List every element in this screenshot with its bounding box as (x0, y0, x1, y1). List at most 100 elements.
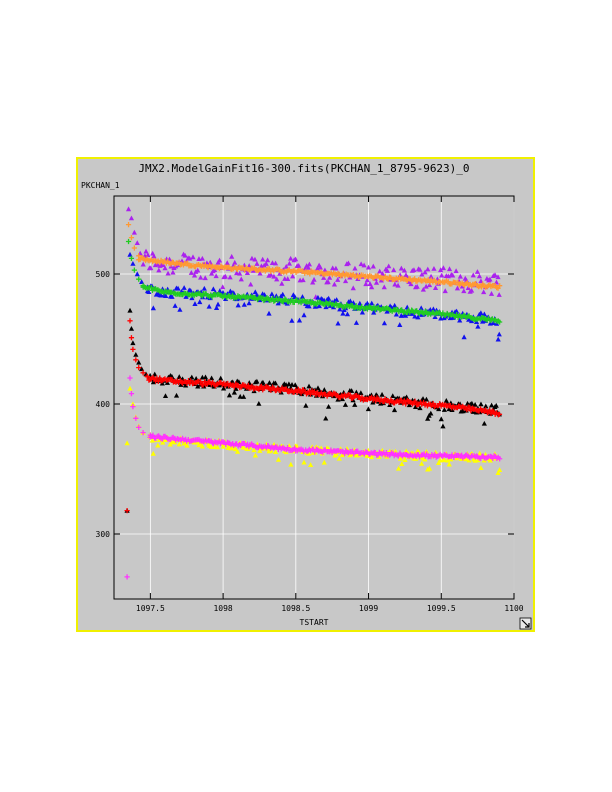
triangle-point (450, 315, 456, 320)
triangle-point (419, 271, 425, 277)
triangle-point (301, 312, 307, 318)
triangle-point (222, 273, 228, 279)
triangle-point (197, 299, 203, 305)
triangle-point (370, 263, 376, 269)
triangle-point (128, 326, 135, 331)
triangle-point (187, 255, 193, 261)
triangle-point (441, 457, 448, 463)
triangle-point (235, 302, 241, 308)
triangle-point (177, 306, 183, 312)
triangle-point (392, 281, 398, 287)
triangle-point (197, 441, 203, 447)
triangle-point (269, 291, 275, 297)
x-tick-label: 1099.5 (427, 604, 456, 613)
triangle-point (181, 285, 187, 290)
plus-point (281, 445, 287, 451)
plus-point (140, 430, 146, 436)
plus-point (307, 391, 314, 397)
triangle-point (321, 275, 327, 280)
plus-point (136, 276, 142, 282)
triangle-point (379, 391, 385, 397)
triangle-point (419, 460, 425, 466)
triangle-point (489, 402, 495, 408)
triangle-point (213, 305, 220, 310)
x-axis-title: TSTART (300, 618, 329, 627)
triangle-point (207, 259, 213, 265)
y-tick-label: 500 (96, 270, 111, 279)
triangle-point (192, 301, 198, 306)
x-tick-label: 1100 (504, 604, 523, 613)
triangle-point (493, 402, 499, 408)
plot-window: JMX2.ModelGainFit16-300.fits(PKCHAN_1_87… (76, 157, 535, 632)
triangle-point (417, 267, 423, 272)
plus-point (497, 283, 503, 289)
triangle-point (160, 439, 166, 445)
triangle-point (221, 385, 227, 391)
plus-point (265, 443, 271, 449)
triangle-point (428, 273, 434, 279)
triangle-point (237, 270, 243, 276)
triangle-point (214, 444, 221, 450)
triangle-point (274, 276, 280, 282)
plus-point (487, 407, 493, 413)
plus-point (150, 432, 156, 438)
triangle-point (133, 352, 139, 357)
plus-point (128, 335, 135, 341)
triangle-point (398, 265, 404, 271)
triangle-point (418, 305, 424, 311)
triangle-point (286, 260, 293, 266)
triangle-point (216, 257, 223, 263)
plus-point (280, 299, 286, 305)
triangle-point (436, 406, 442, 412)
triangle-point (210, 286, 216, 292)
triangle-point (481, 289, 487, 295)
triangle-point (260, 379, 266, 385)
plus-point (157, 375, 163, 381)
triangle-point (251, 447, 257, 453)
plus-point (162, 288, 168, 294)
triangle-point (139, 279, 145, 284)
plus-point (467, 404, 473, 410)
triangle-point (426, 465, 433, 471)
triangle-point (199, 443, 205, 449)
triangle-point (496, 331, 502, 337)
plus-point (188, 378, 194, 384)
plus-point (144, 373, 150, 379)
triangle-point (425, 415, 431, 421)
triangle-point (492, 272, 498, 278)
triangle-point (440, 423, 446, 429)
triangle-point (305, 264, 311, 270)
triangle-point (474, 269, 481, 274)
plus-point (127, 375, 133, 381)
triangle-point (191, 272, 198, 278)
triangle-point (321, 459, 327, 465)
triangle-point (209, 375, 215, 381)
triangle-point (188, 287, 194, 293)
triangle-point (233, 446, 239, 452)
triangle-point (431, 265, 437, 271)
triangle-point (495, 274, 501, 280)
triangle-point (475, 457, 481, 463)
triangle-point (140, 261, 146, 267)
triangle-point (395, 282, 401, 288)
triangle-point (392, 448, 399, 454)
triangle-point (150, 379, 156, 385)
plus-point (185, 260, 191, 266)
plus-point (245, 382, 251, 388)
triangle-point (478, 401, 484, 407)
triangle-point (145, 252, 151, 258)
triangle-point (301, 459, 307, 465)
triangle-point (331, 281, 338, 287)
triangle-point (408, 281, 414, 287)
triangle-point (365, 264, 372, 270)
triangle-point (495, 470, 501, 475)
triangle-point (423, 448, 430, 454)
triangle-point (315, 294, 321, 300)
resize-arrow-icon[interactable] (519, 617, 532, 630)
triangle-point (241, 394, 247, 399)
chart-title: JMX2.ModelGainFit16-300.fits(PKCHAN_1_87… (138, 162, 469, 175)
triangle-point (365, 406, 371, 412)
triangle-point (349, 388, 355, 393)
triangle-point (125, 206, 132, 212)
triangle-point (252, 256, 258, 262)
